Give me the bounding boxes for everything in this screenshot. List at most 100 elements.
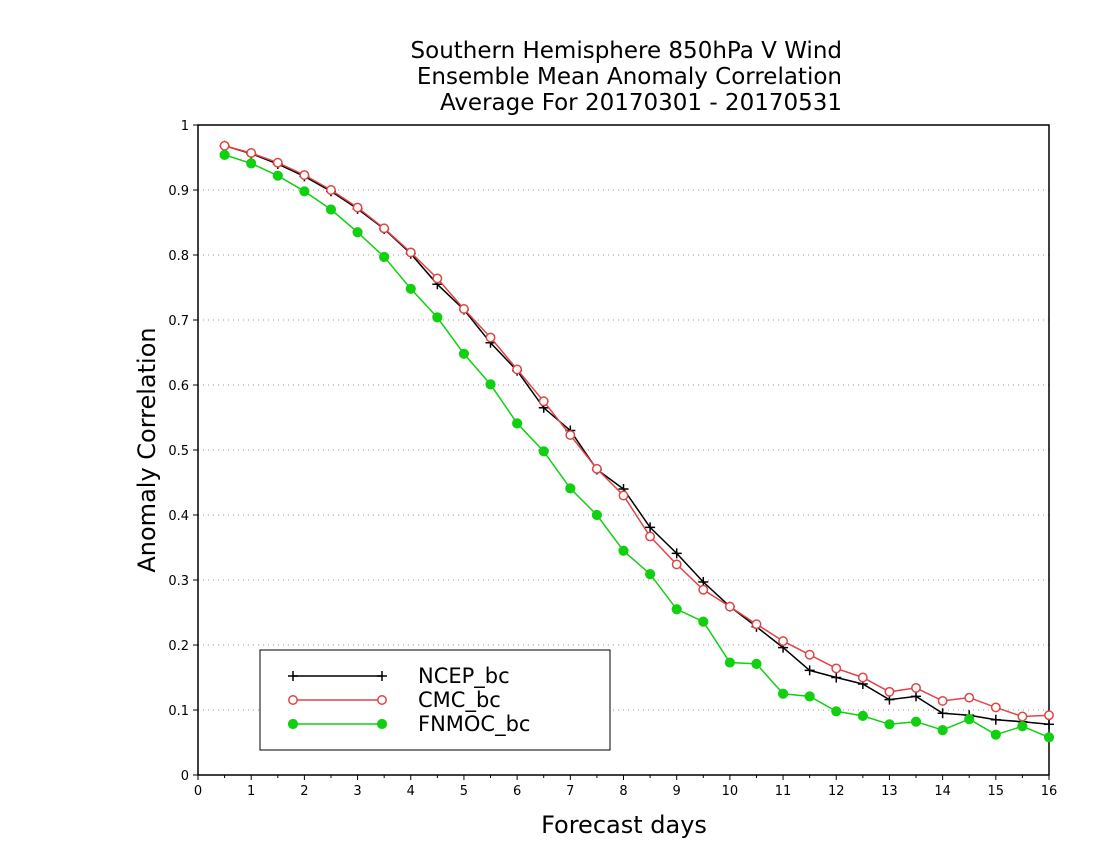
point-cmc-bc-11 (512, 364, 523, 375)
point-ncep-bc-17 (671, 548, 682, 559)
point-cmc-bc-4 (326, 185, 336, 195)
point-cmc-bc-23 (831, 663, 842, 674)
legend-label-ncep-bc: NCEP_bc (418, 664, 510, 689)
point-cmc-bc-17 (671, 559, 682, 570)
point-fnmoc-bc-0 (219, 149, 230, 160)
y-axis-label: Anomaly Correlation (133, 327, 161, 572)
legend-marker-right-ncep-bc (377, 671, 387, 681)
point-fnmoc-bc-13 (565, 483, 576, 494)
point-cmc-bc-25 (884, 686, 895, 697)
point-fnmoc-bc-18 (698, 616, 709, 627)
title-line-1: Southern Hemisphere 850hPa V Wind (411, 38, 842, 64)
y-tick-label-2: 0.2 (168, 639, 189, 654)
point-fnmoc-bc-2 (272, 170, 283, 181)
point-cmc-bc-19 (724, 601, 735, 612)
point-fnmoc-bc-14 (591, 509, 603, 521)
point-ncep-bc-27 (937, 708, 948, 719)
x-tick-label-5: 5 (460, 784, 468, 799)
point-cmc-bc-31 (1044, 710, 1054, 721)
point-cmc-bc-13 (565, 430, 576, 440)
point-cmc-bc-2 (272, 157, 283, 168)
point-cmc-bc-12 (538, 396, 549, 407)
x-tick-label-16: 16 (1041, 784, 1058, 799)
legend-label-fnmoc-bc: FNMOC_bc (418, 712, 530, 737)
y-tick-label-0: 0 (181, 769, 189, 784)
point-fnmoc-bc-3 (299, 186, 310, 197)
series-line-cmc-bc (224, 145, 1050, 718)
point-ncep-bc-29 (990, 714, 1001, 725)
chart-title: Southern Hemisphere 850hPa V Wind Ensemb… (411, 38, 842, 116)
data-series (219, 140, 1055, 743)
point-cmc-bc-27 (937, 695, 948, 706)
y-tick-label-7: 0.7 (168, 314, 189, 329)
point-cmc-bc-10 (485, 332, 496, 343)
point-fnmoc-bc-25 (884, 719, 895, 730)
x-tick-label-12: 12 (828, 784, 845, 799)
x-tick-label-10: 10 (722, 784, 739, 799)
point-fnmoc-bc-10 (485, 379, 496, 390)
point-fnmoc-bc-24 (857, 710, 868, 721)
legend-marker-left-ncep-bc (288, 671, 298, 681)
legend-label-cmc-bc: CMC_bc (418, 688, 501, 713)
point-fnmoc-bc-20 (751, 658, 762, 669)
point-cmc-bc-8 (432, 273, 443, 284)
point-cmc-bc-28 (964, 692, 975, 703)
series-cmc-bc (219, 140, 1054, 722)
point-cmc-bc-29 (990, 702, 1001, 713)
legend-marker-left-fnmoc-bc (287, 718, 299, 730)
x-tick-label-2: 2 (300, 784, 308, 799)
point-ncep-bc-22 (804, 665, 815, 676)
x-tick-label-15: 15 (988, 784, 1005, 799)
point-cmc-bc-16 (645, 531, 656, 542)
point-fnmoc-bc-23 (831, 706, 842, 717)
point-fnmoc-bc-29 (990, 729, 1001, 740)
title-line-3: Average For 20170301 - 20170531 (440, 90, 842, 116)
point-fnmoc-bc-9 (458, 348, 470, 359)
point-cmc-bc-1 (246, 148, 257, 158)
series-ncep-bc (219, 140, 1054, 730)
x-tick-label-8: 8 (619, 784, 627, 799)
point-fnmoc-bc-17 (671, 604, 682, 615)
point-ncep-bc-16 (645, 522, 656, 533)
point-fnmoc-bc-5 (352, 227, 363, 238)
point-cmc-bc-24 (857, 672, 868, 683)
x-tick-label-1: 1 (247, 784, 255, 799)
point-fnmoc-bc-8 (432, 312, 443, 323)
point-cmc-bc-0 (219, 140, 230, 151)
point-cmc-bc-18 (698, 584, 709, 595)
series-fnmoc-bc (219, 149, 1055, 743)
point-cmc-bc-5 (352, 202, 363, 213)
point-fnmoc-bc-4 (325, 204, 337, 215)
point-cmc-bc-20 (751, 619, 762, 630)
point-fnmoc-bc-11 (512, 418, 523, 429)
point-cmc-bc-30 (1017, 711, 1028, 722)
point-fnmoc-bc-26 (910, 716, 922, 727)
point-cmc-bc-9 (458, 304, 469, 314)
point-cmc-bc-14 (591, 463, 602, 474)
x-tick-label-14: 14 (934, 784, 951, 799)
series-line-ncep-bc (224, 145, 1050, 726)
axis-ticks: 00.10.20.30.40.50.60.70.80.910 1 2 3 4 5 6 7 8 9 1… (168, 119, 1057, 799)
x-tick-label-11: 11 (775, 784, 792, 799)
y-tick-label-10: 1 (181, 119, 189, 134)
x-tick-label-3: 3 (353, 784, 361, 799)
point-fnmoc-bc-31 (1043, 732, 1055, 743)
x-axis-label: Forecast days (541, 811, 707, 839)
point-fnmoc-bc-1 (246, 158, 257, 169)
point-cmc-bc-6 (379, 223, 390, 234)
y-tick-label-6: 0.6 (168, 379, 189, 394)
point-cmc-bc-21 (778, 636, 789, 647)
point-fnmoc-bc-22 (804, 691, 815, 702)
point-fnmoc-bc-28 (964, 714, 975, 725)
point-cmc-bc-22 (804, 649, 815, 660)
point-ncep-bc-31 (1044, 719, 1054, 730)
point-fnmoc-bc-7 (405, 283, 416, 294)
y-tick-label-3: 0.3 (168, 574, 189, 589)
legend-marker-right-cmc-bc (377, 695, 387, 705)
point-ncep-bc-23 (831, 672, 842, 683)
y-tick-label-4: 0.4 (168, 509, 189, 524)
point-fnmoc-bc-15 (618, 545, 629, 556)
x-tick-label-9: 9 (673, 784, 681, 799)
